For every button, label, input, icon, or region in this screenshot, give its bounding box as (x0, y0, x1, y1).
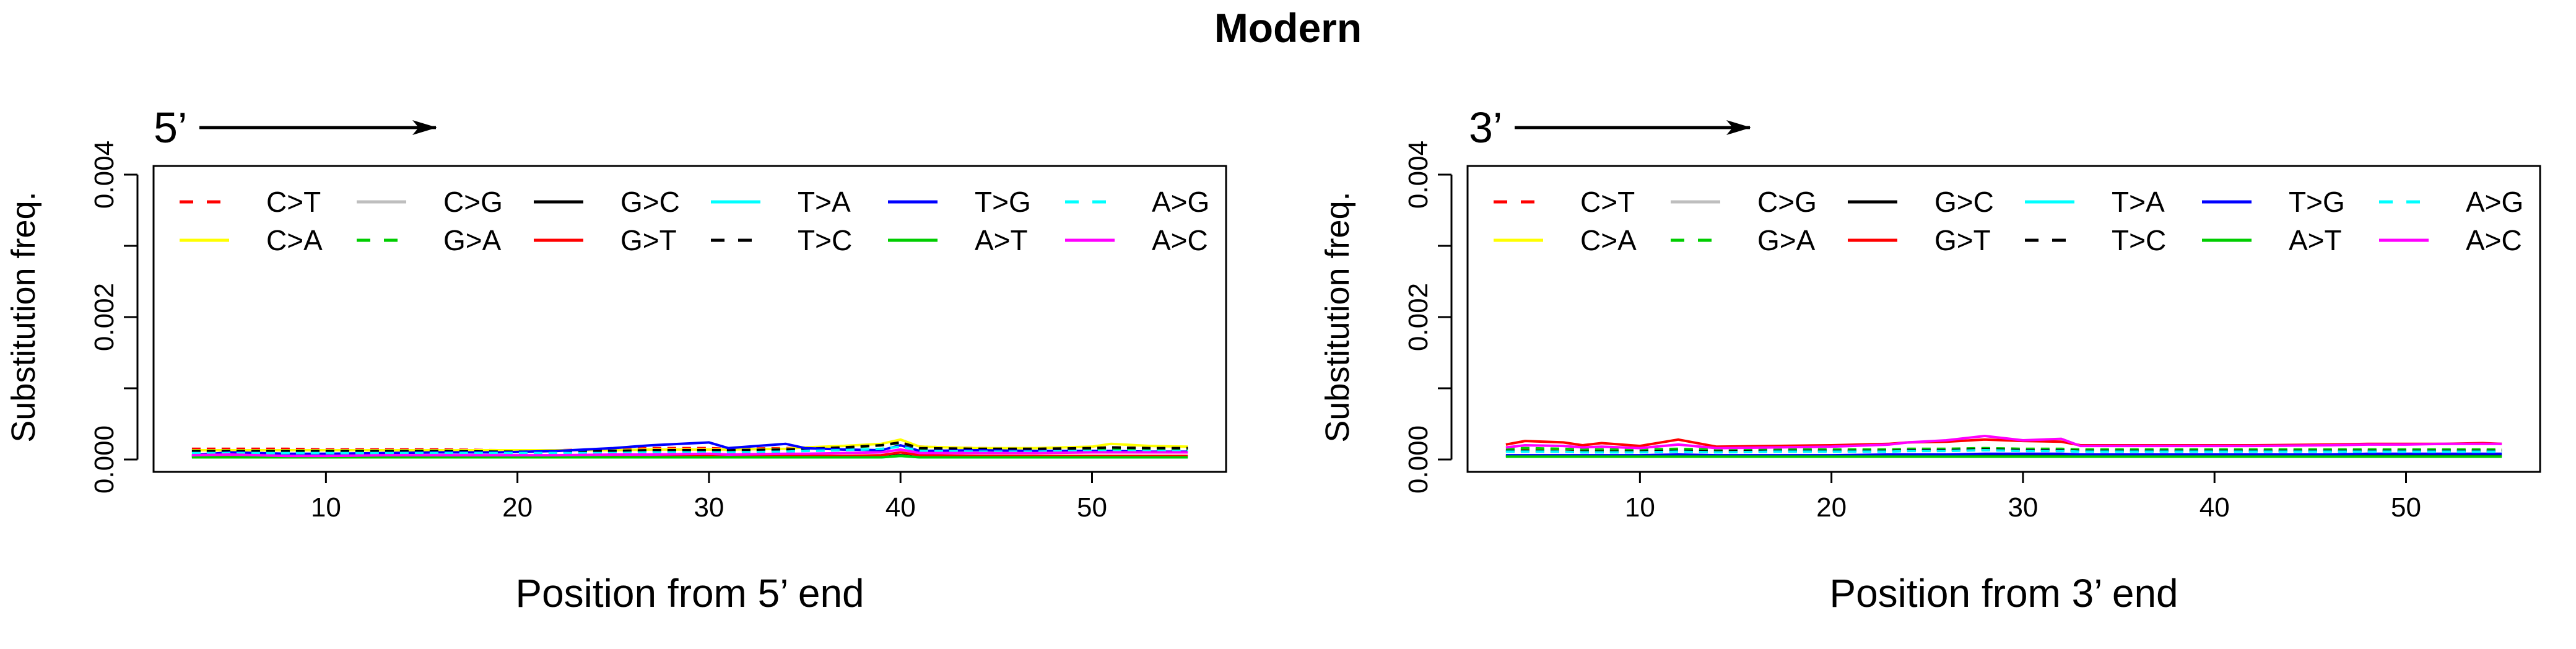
legend-item: G>A (357, 224, 502, 256)
legend-label: G>A (443, 224, 502, 256)
legend-label: T>A (798, 186, 851, 218)
panel-3prime: 3’ 10 20 30 40 50 0.000 0.002 0.004 C>T C>G G>C T… (1319, 103, 2541, 616)
legend-label: T>C (798, 224, 852, 256)
panel-label: 3’ (1469, 103, 1502, 152)
legend: C>T C>G G>C T>A T>G A>G C>A G>A G>T T>C A>T A>C (180, 186, 1209, 256)
legend-item: A>T (888, 224, 1028, 256)
legend-item: C>A (180, 224, 323, 256)
y-tick-label: 0.004 (89, 141, 120, 209)
x-tick-label: 20 (502, 492, 533, 523)
x-tick-label: 10 (1625, 492, 1655, 523)
legend-item: A>G (1065, 186, 1209, 218)
y-axis: 0.000 0.002 0.004 (89, 141, 139, 494)
legend-item: C>G (1671, 186, 1817, 218)
legend-label: C>G (1757, 186, 1817, 218)
x-tick-label: 30 (694, 492, 724, 523)
y-axis: 0.000 0.002 0.004 (1403, 141, 1453, 494)
y-axis-title: Substitution freq. (5, 191, 42, 442)
legend: C>T C>G G>C T>A T>G A>G C>A G>A G>T T>C A>T A>C (1494, 186, 2523, 256)
y-tick-label: 0.000 (1403, 425, 1434, 494)
legend-label: G>T (1934, 224, 1991, 256)
legend-item: A>T (2202, 224, 2342, 256)
legend-label: T>C (2112, 224, 2166, 256)
series-line-TtoG (1505, 452, 2502, 457)
legend-label: G>A (1757, 224, 1816, 256)
legend-label: G>C (620, 186, 680, 218)
legend-label: G>C (1934, 186, 1994, 218)
series-line-AtoC (191, 448, 1188, 458)
legend-item: T>C (2025, 224, 2166, 256)
legend-label: A>T (975, 224, 1028, 256)
legend-label: A>G (1152, 186, 1209, 218)
y-tick-label: 0.002 (1403, 283, 1434, 351)
legend-item: A>C (2379, 224, 2522, 256)
y-tick-label: 0.004 (1403, 141, 1434, 209)
series-lines (1505, 435, 2502, 458)
figure-title: Modern (1214, 5, 1362, 51)
legend-label: T>A (2112, 186, 2165, 218)
legend-item: A>C (1065, 224, 1208, 256)
panel-5prime: 5’ 10 20 30 40 50 0.000 0.002 0.004 C>T C>G G>C T… (5, 103, 1227, 616)
series-line-AtoT (191, 455, 1188, 459)
x-tick-label: 10 (311, 492, 341, 523)
x-tick-label: 30 (2008, 492, 2038, 523)
legend-item: C>A (1494, 224, 1637, 256)
y-tick-label: 0.002 (89, 283, 120, 351)
x-tick-label: 50 (2391, 492, 2421, 523)
series-line-AtoG (191, 445, 1188, 455)
x-tick-label: 50 (1077, 492, 1107, 523)
legend-item: C>T (180, 186, 321, 218)
x-tick-label: 40 (2200, 492, 2230, 523)
series-line-AtoC (1505, 435, 2502, 450)
x-tick-label: 40 (886, 492, 916, 523)
legend-item: A>G (2379, 186, 2523, 218)
plot-frame (1466, 165, 2541, 473)
legend-item: C>G (357, 186, 503, 218)
x-axis-title: Position from 3’ end (1829, 571, 2178, 616)
legend-item: G>A (1671, 224, 1816, 256)
legend-label: T>G (2289, 186, 2345, 218)
series-line-AtoG (1505, 449, 2502, 454)
legend-item: G>C (534, 186, 680, 218)
legend-label: C>G (443, 186, 503, 218)
legend-label: C>T (266, 186, 321, 218)
y-axis-title: Substitution freq. (1319, 191, 1356, 442)
panel-label: 5’ (154, 103, 187, 152)
legend-item: G>C (1848, 186, 1994, 218)
legend-label: A>C (1152, 224, 1208, 256)
legend-label: C>A (1580, 224, 1637, 256)
legend-label: T>G (975, 186, 1031, 218)
legend-label: C>T (1580, 186, 1635, 218)
legend-item: T>A (2025, 186, 2165, 218)
x-axis-title: Position from 5’ end (515, 571, 864, 616)
legend-item: T>G (2202, 186, 2345, 218)
legend-label: A>C (2466, 224, 2522, 256)
x-tick-label: 20 (1816, 492, 1847, 523)
legend-item: G>T (1848, 224, 1991, 256)
plot-frame (152, 165, 1227, 473)
y-tick-label: 0.000 (89, 425, 120, 494)
legend-label: C>A (266, 224, 323, 256)
series-line-GtoA (1505, 446, 2502, 451)
legend-item: C>T (1494, 186, 1635, 218)
legend-item: G>T (534, 224, 677, 256)
legend-item: T>A (711, 186, 851, 218)
legend-label: G>T (620, 224, 677, 256)
legend-item: T>G (888, 186, 1031, 218)
series-line-TtoC (191, 441, 1188, 453)
legend-label: A>G (2466, 186, 2523, 218)
legend-item: T>C (711, 224, 852, 256)
x-axis: 10 20 30 40 50 (311, 472, 1107, 523)
x-axis: 10 20 30 40 50 (1625, 472, 2421, 523)
series-lines (191, 438, 1188, 459)
legend-label: A>T (2289, 224, 2342, 256)
